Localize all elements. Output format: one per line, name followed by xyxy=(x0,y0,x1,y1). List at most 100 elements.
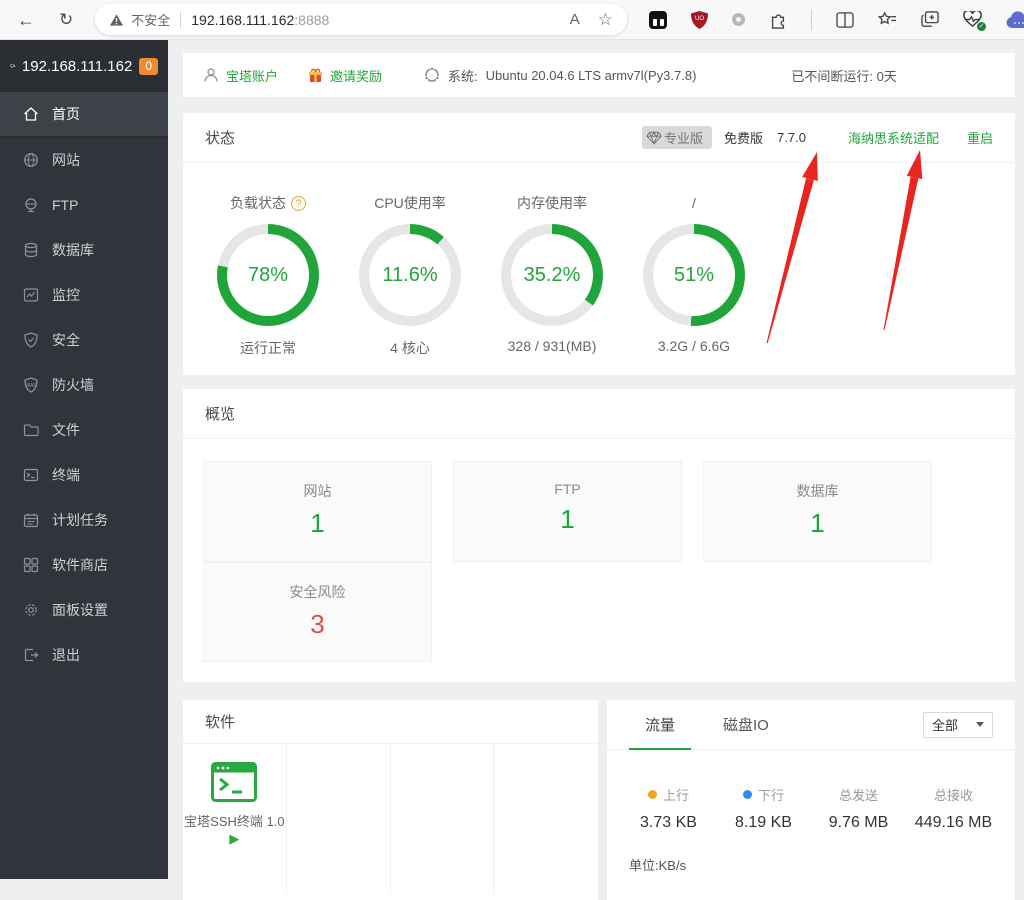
traffic-header: 流量 磁盘IO 全部 xyxy=(607,700,1015,750)
address-bar[interactable]: 不安全 192.168.111.162 :8888 A ☆ xyxy=(95,4,627,35)
software-cell-empty xyxy=(287,744,391,893)
svg-text:UO: UO xyxy=(695,16,704,22)
sidebar-item-security[interactable]: 安全 xyxy=(0,317,168,362)
message-count-badge[interactable]: 0 xyxy=(139,57,158,75)
sidebar: 192.168.111.162 0 首页 网站 FTP 数据库 监控 安全 WA… xyxy=(0,40,168,879)
overview-value: 3 xyxy=(310,609,325,639)
address-divider xyxy=(180,11,182,28)
software-app-ssh-terminal[interactable]: 宝塔SSH终端 1.0 ▶ xyxy=(183,744,286,847)
browser-essentials-icon[interactable]: ✓ xyxy=(963,11,986,31)
stat-downstream: 下行 8.19 KB xyxy=(716,785,811,832)
sidebar-item-label: 首页 xyxy=(52,106,80,122)
sidebar-item-label: 数据库 xyxy=(52,241,94,258)
terminal-icon xyxy=(23,468,39,481)
version-label: 7.7.0 xyxy=(777,130,806,145)
sidebar-item-settings[interactable]: 面板设置 xyxy=(0,587,168,632)
sidebar-item-terminal[interactable]: 终端 xyxy=(0,452,168,497)
gauge-memory: 内存使用率 35.2% 328 / 931(MB) xyxy=(481,193,623,358)
globe-icon xyxy=(24,152,38,167)
top-info-bar: 宝塔账户 邀请奖励 系统: Ubuntu 20.04.6 LTS armv7l(… xyxy=(183,53,1015,97)
back-button[interactable]: ← xyxy=(17,9,35,30)
overview-label: 数据库 xyxy=(796,483,839,499)
software-cell-empty xyxy=(494,744,598,893)
traffic-stats: 上行 3.73 KB 下行 8.19 KB 总发送 9.76 MB 总接收 44… xyxy=(607,750,1015,832)
stat-value: 8.19 KB xyxy=(735,814,792,831)
gauge-ring[interactable]: 11.6% xyxy=(359,224,461,326)
shield-check-icon xyxy=(24,331,38,348)
sidebar-item-label: 网站 xyxy=(52,151,80,168)
sidebar-item-logout[interactable]: 退出 xyxy=(0,632,168,677)
gauge-title: 负载状态 xyxy=(230,195,286,211)
not-secure-warning-icon xyxy=(110,13,124,26)
copilot-cloud-icon[interactable] xyxy=(1006,10,1024,29)
invite-reward-link[interactable]: 邀请奖励 xyxy=(308,66,382,85)
gauge-title: CPU使用率 xyxy=(374,195,446,211)
stat-value: 3.73 KB xyxy=(640,814,697,831)
overview-header: 概览 xyxy=(183,389,1015,439)
gauge-ring[interactable]: 51% xyxy=(643,224,745,326)
tab-duplicate-icon[interactable] xyxy=(921,11,939,28)
home-icon xyxy=(24,107,38,121)
refresh-button[interactable]: ↻ xyxy=(59,10,74,29)
software-run-icon[interactable]: ▶ xyxy=(229,831,240,846)
sidebar-item-monitor[interactable]: 监控 xyxy=(0,272,168,317)
sidebar-item-ftp[interactable]: FTP xyxy=(0,182,168,227)
tab-traffic[interactable]: 流量 xyxy=(629,700,692,750)
read-aloud-icon[interactable]: A xyxy=(569,11,580,28)
sidebar-server-header[interactable]: 192.168.111.162 0 xyxy=(0,40,168,92)
bt-account-label: 宝塔账户 xyxy=(226,68,279,84)
pro-badge-label: 专业版 xyxy=(664,131,704,146)
chevron-down-icon xyxy=(976,722,984,727)
ublock-shield-icon[interactable]: UO xyxy=(691,10,708,29)
split-screen-icon[interactable] xyxy=(836,11,854,28)
gauge-sub: 328 / 931(MB) xyxy=(507,338,597,354)
down-dot-icon xyxy=(742,790,752,799)
hinas-adapt-link[interactable]: 海纳思系统适配 xyxy=(847,131,939,146)
interface-filter-select[interactable]: 全部 xyxy=(923,711,993,738)
pro-version-badge[interactable]: 专业版 xyxy=(642,126,713,149)
sidebar-item-home[interactable]: 首页 xyxy=(0,92,168,137)
ring-extension-icon[interactable] xyxy=(732,13,745,26)
sidebar-item-firewall[interactable]: WAF 防火墙 xyxy=(0,362,168,407)
server-ip-label: 192.168.111.162 xyxy=(21,57,133,75)
sidebar-item-label: 面板设置 xyxy=(52,601,108,618)
system-label: 系统: xyxy=(448,68,478,84)
bt-account-link[interactable]: 宝塔账户 xyxy=(203,66,278,85)
sidebar-item-files[interactable]: 文件 xyxy=(0,407,168,452)
server-monitor-icon xyxy=(10,64,15,68)
favorite-star-icon[interactable]: ☆ xyxy=(597,9,613,29)
gift-icon xyxy=(309,68,323,82)
restart-link[interactable]: 重启 xyxy=(966,131,993,146)
edition-label: 免费版 xyxy=(724,131,764,146)
overview-card-database[interactable]: 数据库 1 xyxy=(703,461,932,562)
sidebar-item-appstore[interactable]: 软件商店 xyxy=(0,542,168,587)
sidebar-item-website[interactable]: 网站 xyxy=(0,137,168,182)
gauge-value: 11.6% xyxy=(369,234,451,316)
ssh-terminal-app-icon xyxy=(211,762,258,802)
gauge-load: 负载状态 ? 78% 运行正常 xyxy=(197,193,339,358)
dark-extension-icon[interactable] xyxy=(649,10,667,29)
sidebar-item-cron[interactable]: 计划任务 xyxy=(0,497,168,542)
stat-label: 总接收 xyxy=(933,788,973,803)
stat-label: 上行 xyxy=(662,788,689,803)
ftp-icon xyxy=(25,197,37,212)
overview-card-security-risk[interactable]: 安全风险 3 xyxy=(203,562,432,662)
gauge-title: / xyxy=(692,195,696,211)
up-dot-icon xyxy=(647,790,657,799)
help-icon[interactable]: ? xyxy=(291,195,306,211)
gauge-value: 35.2% xyxy=(511,234,593,316)
tab-disk-io[interactable]: 磁盘IO xyxy=(723,717,769,734)
app-grid-icon xyxy=(23,557,39,572)
overview-card-ftp[interactable]: FTP 1 xyxy=(453,461,682,562)
diamond-icon xyxy=(646,130,662,145)
sidebar-item-label: 退出 xyxy=(52,646,80,663)
gauge-ring[interactable]: 78% xyxy=(217,224,319,326)
sidebar-item-database[interactable]: 数据库 xyxy=(0,227,168,272)
puzzle-extension-icon[interactable] xyxy=(769,11,787,29)
favorites-list-icon[interactable] xyxy=(878,11,897,28)
sidebar-item-label: 防火墙 xyxy=(52,376,94,393)
software-grid: 宝塔SSH终端 1.0 ▶ xyxy=(183,744,598,893)
invite-reward-label: 邀请奖励 xyxy=(330,68,383,84)
overview-card-website[interactable]: 网站 1 xyxy=(203,461,432,562)
gauge-ring[interactable]: 35.2% xyxy=(501,224,603,326)
